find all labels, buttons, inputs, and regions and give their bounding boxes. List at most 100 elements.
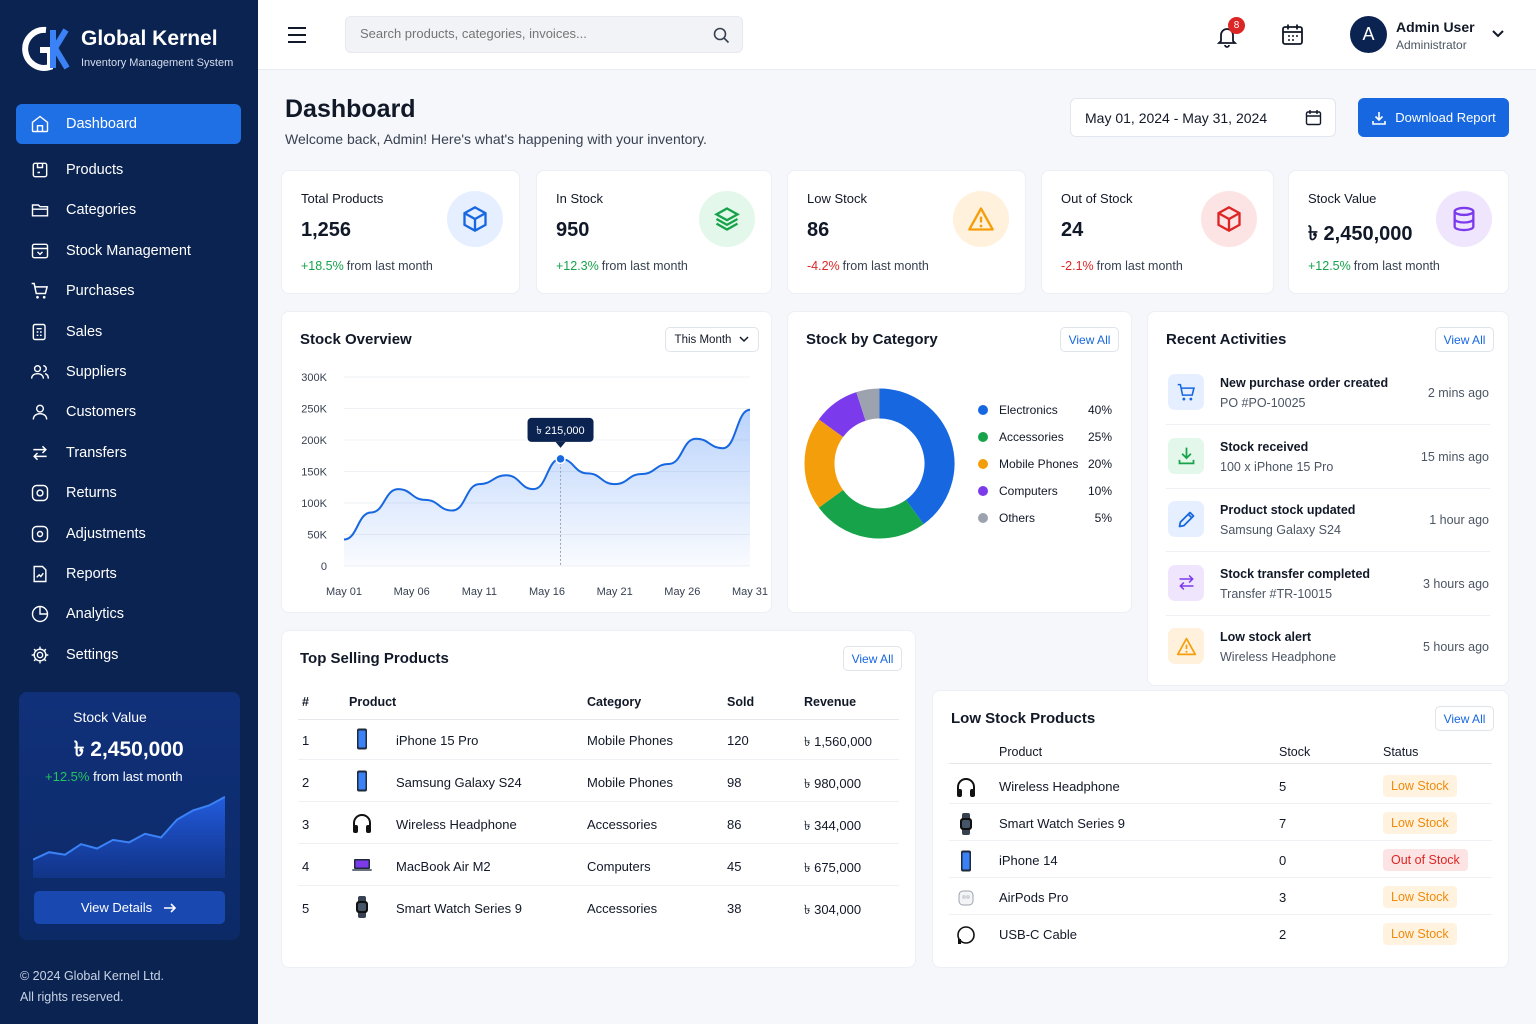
legend-dot [978, 405, 988, 415]
sidebar-item-categories[interactable]: Categories [16, 190, 241, 230]
stat-label: Low Stock [807, 191, 867, 206]
search-box [345, 16, 743, 53]
cable-icon [957, 926, 975, 944]
laptop-icon [352, 859, 372, 871]
stat-change-suffix: from last month [1353, 259, 1440, 273]
category-view-all-button[interactable]: View All [1060, 327, 1119, 352]
status-badge: Low Stock [1383, 812, 1457, 834]
activity-title[interactable]: Stock transfer completed [1220, 566, 1371, 581]
column-header: Category [587, 695, 642, 709]
stock-by-category-title: Stock by Category [806, 331, 938, 348]
sidebar-item-suppliers[interactable]: Suppliers [16, 352, 241, 392]
low-stock-view-all-button[interactable]: View All [1435, 706, 1494, 731]
warning-icon [1176, 637, 1196, 655]
sidebar-item-customers[interactable]: Customers [16, 392, 241, 432]
folder-icon [31, 204, 49, 217]
donut-slice-mobile-phones[interactable] [804, 419, 844, 508]
watch-icon [960, 813, 972, 835]
divider [949, 840, 1492, 841]
column-header: Sold [727, 695, 755, 709]
sidebar-item-settings[interactable]: Settings [16, 635, 241, 675]
sidebar-item-products[interactable]: Products [16, 150, 241, 190]
chevron-down-icon[interactable] [1491, 29, 1505, 39]
calendar-icon [1305, 110, 1322, 126]
product-cell: Smart Watch Series 9 [396, 901, 522, 916]
page-title: Dashboard [285, 95, 416, 123]
sidebar-item-dashboard[interactable]: Dashboard [16, 104, 241, 144]
activity-time: 15 mins ago [1420, 449, 1489, 464]
period-select[interactable]: This Month [665, 327, 759, 352]
donut-slice-computers[interactable] [818, 392, 867, 438]
cube-icon [463, 205, 487, 233]
table-row[interactable]: iPhone 14 0 Out of Stock [933, 845, 1508, 877]
product-thumb [954, 775, 978, 804]
donut-slice-electronics[interactable] [878, 388, 955, 525]
stat-change: -2.1% from last month [1061, 259, 1183, 273]
divider [949, 803, 1492, 804]
legend-value: 25% [1087, 430, 1112, 444]
divider [1166, 424, 1490, 425]
activity-title[interactable]: Low stock alert [1220, 630, 1311, 644]
sidebar-item-label: Adjustments [66, 525, 146, 542]
sidebar-item-sales[interactable]: Sales [16, 312, 241, 352]
avatar[interactable]: A [1350, 16, 1387, 53]
stat-change-value: +18.5% [301, 259, 344, 273]
table-row[interactable]: AirPods Pro 3 Low Stock [933, 882, 1508, 914]
sidebar-item-label: Reports [66, 565, 117, 582]
page-subtitle: Welcome back, Admin! Here's what's happe… [285, 131, 707, 147]
table-row[interactable]: Smart Watch Series 9 7 Low Stock [933, 808, 1508, 840]
activity-title[interactable]: Stock received [1220, 439, 1309, 454]
table-row[interactable]: 5 Smart Watch Series 9 Accessories 38 ৳ 304,… [282, 893, 915, 929]
stat-change-suffix: from last month [842, 259, 929, 273]
view-details-button[interactable]: View Details [34, 891, 225, 924]
sidebar-item-label: Analytics [66, 606, 125, 623]
rank-cell: 2 [302, 775, 310, 790]
top-selling-view-all-button[interactable]: View All [843, 646, 902, 671]
headphone-icon [957, 778, 975, 797]
hamburger-menu-icon[interactable] [287, 26, 307, 44]
earbuds-icon [958, 890, 974, 906]
activity-title[interactable]: New purchase order created [1220, 376, 1389, 390]
sidebar-item-purchases[interactable]: Purchases [16, 271, 241, 311]
stock-cell: 0 [1279, 853, 1287, 868]
donut-slice-others[interactable] [856, 388, 881, 421]
stat-icon-wrap [953, 191, 1009, 247]
highlight-point[interactable] [555, 453, 566, 465]
product-thumb [350, 769, 374, 798]
calendar-icon[interactable] [1281, 23, 1304, 46]
activity-title[interactable]: Product stock updated [1220, 503, 1356, 517]
table-row[interactable]: 2 Samsung Galaxy S24 Mobile Phones 98 ৳ 980,… [282, 767, 915, 803]
sidebar-item-transfers[interactable]: Transfers [16, 433, 241, 473]
search-input[interactable] [360, 26, 700, 41]
search-icon[interactable] [713, 27, 730, 44]
date-range-picker[interactable]: May 01, 2024 - May 31, 2024 [1070, 98, 1336, 137]
box-icon [32, 162, 48, 178]
table-row[interactable]: 3 Wireless Headphone Accessories 86 ৳ 344,00… [282, 809, 915, 845]
donut-slice-accessories[interactable] [818, 489, 924, 539]
report-icon [33, 565, 47, 583]
stat-change-suffix: from last month [346, 259, 433, 273]
table-row[interactable]: Wireless Headphone 5 Low Stock [933, 771, 1508, 803]
product-cell: USB-C Cable [999, 927, 1078, 942]
download-report-button[interactable]: Download Report [1358, 98, 1509, 137]
sidebar-item-adjustments[interactable]: Adjustments [16, 514, 241, 554]
legend-item: Electronics 40% [978, 403, 1118, 419]
table-row[interactable]: 4 MacBook Air M2 Computers 45 ৳ 675,000 [282, 851, 915, 887]
table-row[interactable]: 1 iPhone 15 Pro Mobile Phones 120 ৳ 1,560,00… [282, 725, 915, 761]
sidebar-item-returns[interactable]: Returns [16, 473, 241, 513]
category-cell: Computers [587, 859, 651, 874]
x-tick-label: May 11 [462, 586, 497, 598]
sidebar-item-reports[interactable]: Reports [16, 554, 241, 594]
activities-view-all-button[interactable]: View All [1435, 327, 1494, 352]
top-selling-card: Top Selling Products View All # Product Ca… [281, 630, 916, 968]
table-row[interactable]: USB-C Cable 2 Low Stock [933, 919, 1508, 951]
database-icon [1453, 206, 1475, 232]
legend-label: Mobile Phones [999, 457, 1079, 471]
legend-label: Electronics [999, 403, 1058, 417]
activity-icon [1168, 501, 1204, 537]
sidebar-item-analytics[interactable]: Analytics [16, 594, 241, 634]
sidebar-item-label: Returns [66, 485, 117, 502]
sidebar-item-stock-management[interactable]: Stock Management [16, 231, 241, 271]
divider [1166, 614, 1490, 616]
y-tick-label: 150K [301, 467, 327, 479]
